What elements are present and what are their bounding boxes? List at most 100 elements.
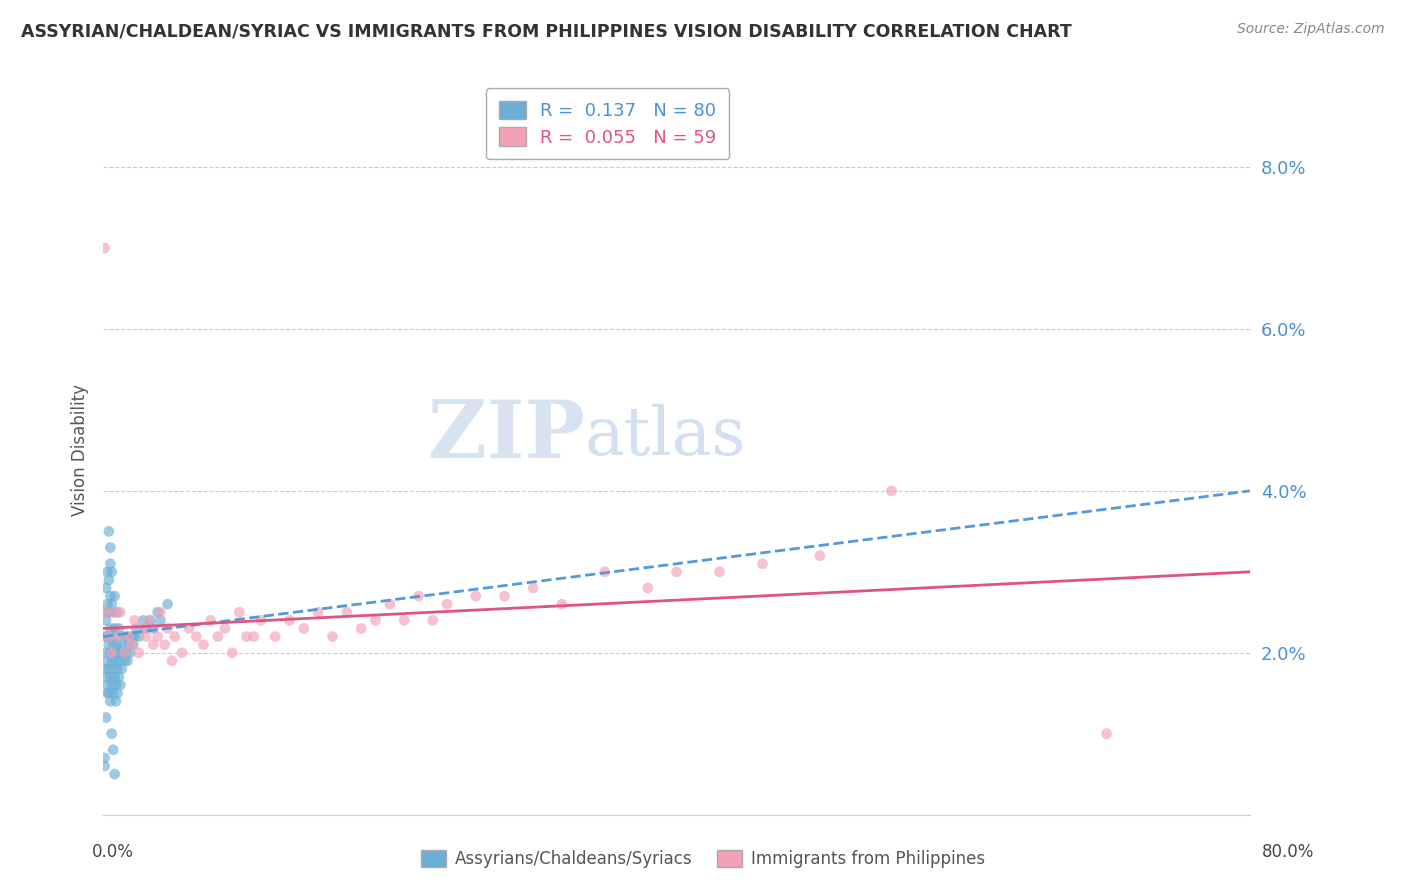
Point xyxy=(101,605,124,619)
Point xyxy=(551,597,574,611)
Point xyxy=(149,613,172,627)
Point xyxy=(97,662,120,676)
Point xyxy=(94,613,117,627)
Point xyxy=(228,605,250,619)
Point xyxy=(96,654,118,668)
Point xyxy=(350,622,373,636)
Point xyxy=(117,630,139,644)
Point xyxy=(93,605,115,619)
Point xyxy=(107,686,129,700)
Point xyxy=(132,613,155,627)
Point xyxy=(104,589,127,603)
Point xyxy=(153,638,176,652)
Point xyxy=(96,597,118,611)
Point xyxy=(93,630,115,644)
Point xyxy=(94,646,117,660)
Point xyxy=(307,605,329,619)
Point xyxy=(163,630,186,644)
Point xyxy=(135,622,157,636)
Point xyxy=(94,670,117,684)
Point xyxy=(292,622,315,636)
Point xyxy=(118,630,141,644)
Point xyxy=(93,759,115,773)
Point xyxy=(100,654,122,668)
Point xyxy=(278,613,301,627)
Point xyxy=(100,646,122,660)
Text: atlas: atlas xyxy=(585,403,747,468)
Text: 0.0%: 0.0% xyxy=(91,843,134,861)
Point xyxy=(1095,726,1118,740)
Point xyxy=(104,646,127,660)
Point xyxy=(104,670,127,684)
Point xyxy=(249,613,271,627)
Point xyxy=(110,654,132,668)
Point xyxy=(156,597,179,611)
Point xyxy=(593,565,616,579)
Point xyxy=(105,694,128,708)
Point xyxy=(98,541,121,555)
Point xyxy=(104,622,127,636)
Point xyxy=(98,557,121,571)
Point xyxy=(880,483,903,498)
Point xyxy=(665,565,688,579)
Point xyxy=(408,589,430,603)
Text: Source: ZipAtlas.com: Source: ZipAtlas.com xyxy=(1237,22,1385,37)
Point xyxy=(110,605,132,619)
Point xyxy=(264,630,287,644)
Point xyxy=(97,605,120,619)
Point xyxy=(422,613,444,627)
Text: 80.0%: 80.0% xyxy=(1263,843,1315,861)
Point xyxy=(117,654,139,668)
Point xyxy=(100,597,122,611)
Point xyxy=(104,605,127,619)
Point xyxy=(179,622,201,636)
Point xyxy=(93,241,115,255)
Point xyxy=(111,662,134,676)
Point xyxy=(138,613,160,627)
Point xyxy=(108,646,131,660)
Point xyxy=(98,646,121,660)
Point xyxy=(114,630,136,644)
Point xyxy=(97,630,120,644)
Point xyxy=(336,605,359,619)
Point xyxy=(107,662,129,676)
Point xyxy=(101,662,124,676)
Point xyxy=(97,686,120,700)
Point xyxy=(221,646,243,660)
Point xyxy=(808,549,831,563)
Point xyxy=(93,751,115,765)
Point xyxy=(142,638,165,652)
Point xyxy=(124,613,146,627)
Point xyxy=(107,605,129,619)
Point xyxy=(100,565,122,579)
Point xyxy=(108,670,131,684)
Point xyxy=(98,589,121,603)
Point xyxy=(637,581,659,595)
Point xyxy=(96,565,118,579)
Point xyxy=(118,638,141,652)
Point xyxy=(96,630,118,644)
Point xyxy=(120,646,142,660)
Point xyxy=(139,613,162,627)
Point xyxy=(128,630,150,644)
Point xyxy=(132,622,155,636)
Point xyxy=(100,678,122,692)
Point xyxy=(186,630,208,644)
Point xyxy=(436,597,458,611)
Point xyxy=(115,646,138,660)
Point xyxy=(170,646,193,660)
Point xyxy=(321,630,343,644)
Point xyxy=(494,589,516,603)
Point xyxy=(105,630,128,644)
Point xyxy=(235,630,257,644)
Point xyxy=(751,557,773,571)
Text: ZIP: ZIP xyxy=(427,397,585,475)
Point xyxy=(146,630,169,644)
Point xyxy=(121,638,143,652)
Point xyxy=(97,638,120,652)
Point xyxy=(112,646,135,660)
Point xyxy=(128,646,150,660)
Point xyxy=(111,638,134,652)
Point xyxy=(114,654,136,668)
Point xyxy=(114,646,136,660)
